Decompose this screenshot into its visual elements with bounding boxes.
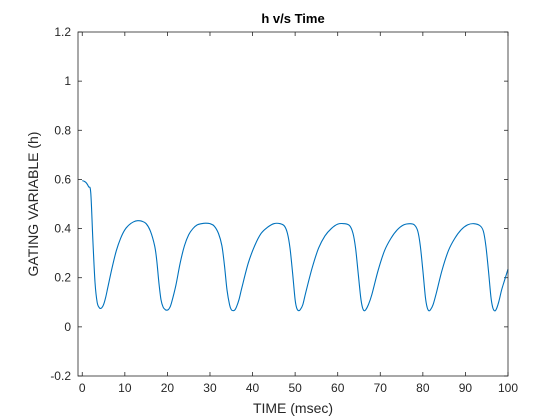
y-tick-label: 1.2 xyxy=(54,25,71,39)
x-tick-label: 30 xyxy=(203,381,217,395)
x-tick-label: 80 xyxy=(416,381,430,395)
y-axis-label: GATING VARIABLE (h) xyxy=(25,132,41,277)
y-tick-label: 0 xyxy=(64,320,71,334)
x-axis-label: TIME (msec) xyxy=(253,400,333,416)
y-tick-label: 0.6 xyxy=(54,172,71,186)
y-tick-label: 0.8 xyxy=(54,123,71,137)
plot-area xyxy=(78,32,508,376)
y-tick-label: 0.2 xyxy=(54,271,71,285)
x-tick-labels: 0 10 20 30 40 50 60 70 80 90 100 xyxy=(79,381,518,395)
x-tick-label: 40 xyxy=(246,381,260,395)
x-tick-label: 70 xyxy=(374,381,388,395)
series-line xyxy=(82,180,509,312)
x-tick-label: 10 xyxy=(118,381,132,395)
x-tick-label: 100 xyxy=(498,381,518,395)
chart-title: h v/s Time xyxy=(261,11,324,26)
x-tick-label: 90 xyxy=(459,381,473,395)
series-group xyxy=(82,180,509,312)
y-tick-label: -0.2 xyxy=(50,369,71,383)
x-tick-label: 60 xyxy=(331,381,345,395)
x-tick-label: 50 xyxy=(288,381,302,395)
axes-box xyxy=(77,31,509,377)
y-tick-label: 1 xyxy=(64,74,71,88)
x-tick-label: 20 xyxy=(161,381,175,395)
x-tick-label: 0 xyxy=(79,381,86,395)
y-tick-labels: -0.2 0 0.2 0.4 0.6 0.8 1 1.2 xyxy=(50,25,71,383)
y-tick-label: 0.4 xyxy=(54,222,71,236)
